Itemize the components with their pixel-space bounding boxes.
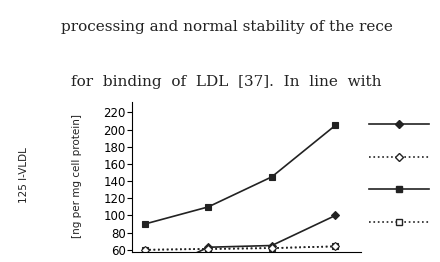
Text: processing and normal stability of the rece: processing and normal stability of the r… bbox=[61, 20, 392, 34]
Text: [ng per mg cell protein]: [ng per mg cell protein] bbox=[72, 113, 82, 238]
Text: for  binding  of  LDL  [37].  In  line  with: for binding of LDL [37]. In line with bbox=[71, 75, 382, 89]
Text: 125 I-VLDL: 125 I-VLDL bbox=[19, 148, 29, 204]
